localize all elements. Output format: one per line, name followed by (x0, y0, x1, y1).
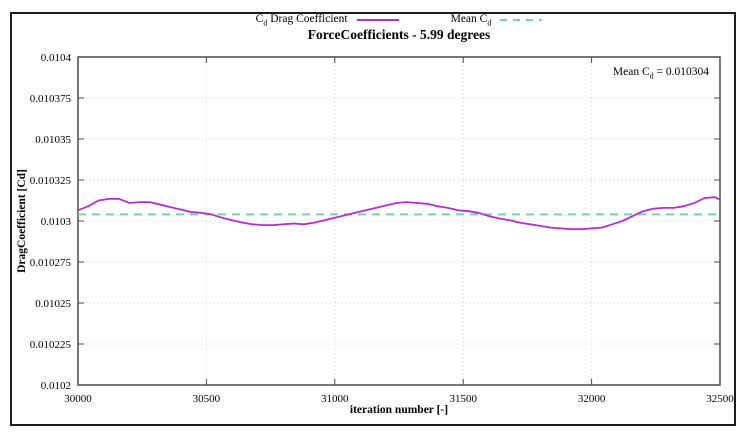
y-axis-label: DragCoefficient [Cd] (16, 169, 28, 273)
legend-dashed-line-sample (500, 19, 543, 22)
svg-text:0.010275: 0.010275 (30, 257, 72, 269)
legend-item-drag-coefficient: Cd Drag Coefficient (255, 13, 399, 28)
legend-item-mean-cd: Mean Cd (450, 13, 543, 28)
svg-text:0.010225: 0.010225 (30, 339, 72, 351)
svg-text:0.0102: 0.0102 (41, 380, 71, 392)
legend-solid-line-sample (356, 19, 399, 22)
chart-title: ForceCoefficients - 5.99 degrees (307, 27, 491, 42)
svg-text:0.0104: 0.0104 (41, 52, 72, 64)
svg-text:0.010375: 0.010375 (30, 93, 72, 105)
x-axis-label: iteration number [-] (349, 404, 449, 416)
legend-label-mean-cd: Mean Cd (450, 13, 492, 28)
mean-value-annotation: Mean Cd = 0.010304 (612, 66, 709, 81)
svg-text:30500: 30500 (193, 393, 221, 405)
svg-text:0.01035: 0.01035 (35, 134, 71, 146)
svg-text:31500: 31500 (449, 393, 477, 405)
figure-frame (10, 12, 736, 426)
svg-text:32500: 32500 (706, 393, 734, 405)
svg-text:0.010325: 0.010325 (30, 175, 72, 187)
svg-text:30000: 30000 (64, 393, 92, 405)
svg-text:0.01025: 0.01025 (35, 298, 71, 310)
svg-text:32000: 32000 (578, 393, 606, 405)
chart-legend: Cd Drag Coefficient Mean Cd (78, 13, 720, 28)
svg-text:31000: 31000 (321, 393, 349, 405)
legend-label-drag-coefficient: Cd Drag Coefficient (255, 13, 348, 28)
svg-text:0.0103: 0.0103 (41, 216, 72, 228)
